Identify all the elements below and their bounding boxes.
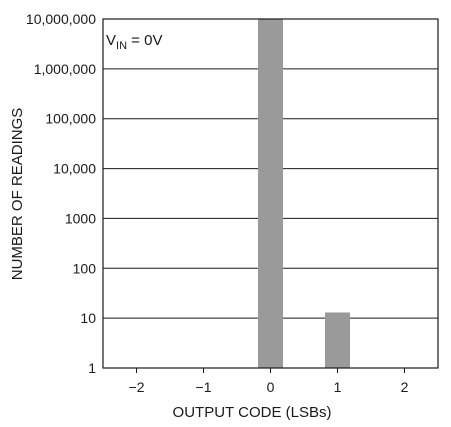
y-tick-label: 100 bbox=[73, 260, 97, 276]
y-tick-label: 1 bbox=[88, 360, 96, 376]
y-tick-label: 1,000,000 bbox=[34, 61, 96, 77]
x-axis-title: OUTPUT CODE (LSBs) bbox=[173, 404, 332, 421]
y-tick-label: 10 bbox=[80, 310, 96, 326]
bars bbox=[258, 19, 350, 368]
annotation-rest: = 0V bbox=[127, 32, 162, 49]
y-tick-label: 100,000 bbox=[45, 111, 96, 127]
bar bbox=[258, 19, 283, 368]
annotation-subscript: IN bbox=[116, 40, 127, 52]
y-tick-label: 10,000,000 bbox=[26, 11, 96, 27]
plot-frame bbox=[102, 18, 439, 369]
y-tick-labels: 1 10 100 1000 10,000 100,000 1,000,000 10,000,0… bbox=[26, 11, 96, 376]
x-tick-label: 1 bbox=[334, 379, 342, 395]
x-tick-label: 0 bbox=[267, 379, 275, 395]
bar bbox=[325, 312, 350, 368]
y-axis-title: NUMBER OF READINGS bbox=[9, 108, 26, 281]
x-tick-label: −1 bbox=[196, 379, 212, 395]
y-tick-label: 1000 bbox=[65, 210, 96, 226]
x-tick-labels: −2 −1 0 1 2 bbox=[129, 368, 409, 395]
x-tick-label: 2 bbox=[401, 379, 409, 395]
vin-annotation: VIN = 0V bbox=[106, 32, 162, 52]
annotation-main: V bbox=[106, 32, 116, 49]
y-tick-label: 10,000 bbox=[53, 161, 96, 177]
x-tick-label: −2 bbox=[129, 379, 145, 395]
